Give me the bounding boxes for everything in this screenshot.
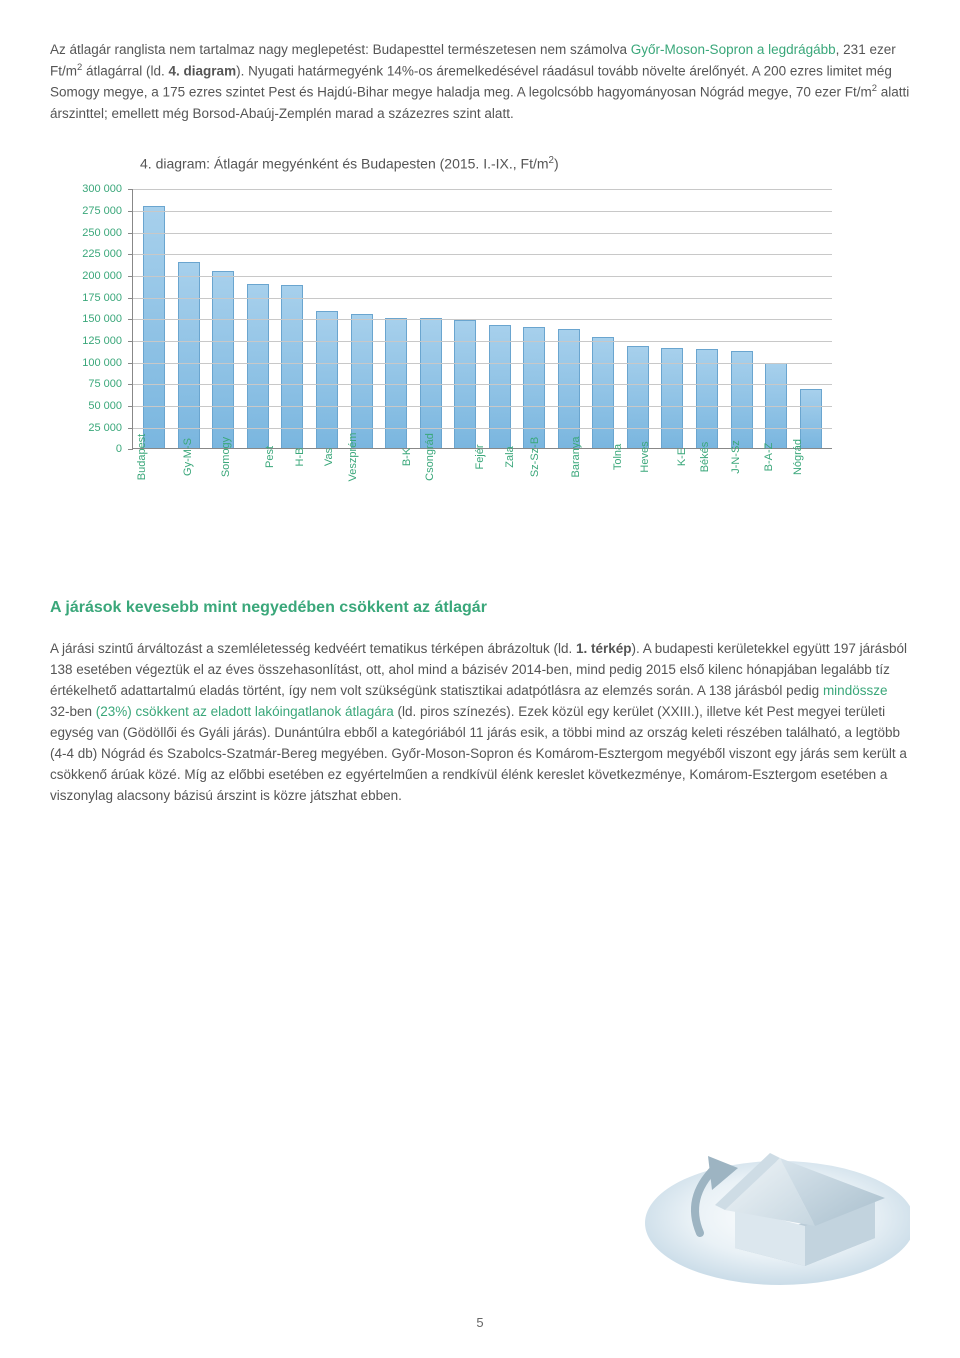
p2-h1: mindössze: [823, 683, 888, 698]
intro-paragraph: Az átlagár ranglista nem tartalmaz nagy …: [50, 40, 910, 125]
gridline: [133, 189, 832, 190]
x-label: Békés: [699, 453, 730, 465]
bar: [281, 285, 303, 448]
section-heading: A járások kevesebb mint negyedében csökk…: [50, 599, 910, 617]
y-tick-label: 150 000: [82, 313, 122, 325]
y-tick-label: 275 000: [82, 205, 122, 217]
p1-h1: Győr-Moson-Sopron a legdrágább: [631, 42, 836, 57]
y-tick-label: 0: [116, 443, 122, 455]
y-tickmark: [128, 363, 133, 364]
gridline: [133, 254, 832, 255]
x-label: J-N-Sz: [730, 453, 764, 465]
chart-title-post: ): [554, 155, 559, 171]
x-label: Somogy: [220, 453, 260, 465]
x-label: Zala: [501, 453, 530, 465]
house-illustration: [630, 1098, 910, 1288]
chart-title: 4. diagram: Átlagár megyénként és Budape…: [140, 155, 910, 172]
y-tickmark: [128, 189, 133, 190]
y-tick-label: 250 000: [82, 227, 122, 239]
x-label: H-B: [289, 453, 318, 465]
y-axis: 300 000275 000250 000225 000200 000175 0…: [50, 189, 128, 449]
bar: [592, 337, 614, 448]
bar-chart: 300 000275 000250 000225 000200 000175 0…: [50, 189, 840, 549]
x-label: Pest: [261, 453, 290, 465]
y-tickmark: [128, 319, 133, 320]
p2-t3: 32-ben: [50, 704, 96, 719]
y-tick-label: 25 000: [88, 422, 122, 434]
x-label: Csongrád: [424, 453, 472, 465]
x-label: Budapest: [136, 453, 182, 465]
bar: [385, 318, 407, 448]
y-tickmark: [128, 298, 133, 299]
y-tickmark: [128, 341, 133, 342]
gridline: [133, 406, 832, 407]
body-paragraph: A járási szintű árváltozást a szemlélete…: [50, 639, 910, 806]
y-tickmark: [128, 384, 133, 385]
y-tick-label: 175 000: [82, 292, 122, 304]
bar: [143, 206, 165, 449]
p1-t3: átlagárral (ld.: [82, 63, 168, 78]
gridline: [133, 298, 832, 299]
plot-area: [132, 189, 832, 449]
gridline: [133, 211, 832, 212]
bar: [489, 325, 511, 448]
y-tick-label: 100 000: [82, 357, 122, 369]
bar: [178, 262, 200, 448]
page-number: 5: [0, 1315, 960, 1330]
x-label: Gy-M-S: [182, 453, 220, 465]
y-tickmark: [128, 233, 133, 234]
x-label: Heves: [639, 453, 670, 465]
bar: [731, 351, 753, 448]
x-label: Baranya: [570, 453, 611, 465]
x-label: Fejér: [472, 453, 501, 465]
y-tickmark: [128, 449, 133, 450]
gridline: [133, 276, 832, 277]
y-tickmark: [128, 211, 133, 212]
bar: [247, 284, 269, 449]
bar: [420, 318, 442, 448]
y-tick-label: 75 000: [88, 378, 122, 390]
x-label: B-A-Z: [763, 453, 792, 465]
y-tickmark: [128, 254, 133, 255]
bar: [558, 329, 580, 449]
x-label: Sz-Sz-B: [529, 453, 569, 465]
y-tickmark: [128, 406, 133, 407]
x-label: Tolna: [611, 453, 640, 465]
bar: [627, 346, 649, 448]
y-tick-label: 50 000: [88, 400, 122, 412]
bar: [523, 327, 545, 448]
x-label: Vas: [318, 453, 347, 465]
gridline: [133, 384, 832, 385]
x-label: Veszprém: [347, 453, 396, 465]
p2-b1: 1. térkép: [576, 641, 632, 656]
gridline: [133, 341, 832, 342]
y-tick-label: 125 000: [82, 335, 122, 347]
y-tick-label: 300 000: [82, 183, 122, 195]
p2-h2: (23%) csökkent az eladott lakóingatlanok…: [96, 704, 394, 719]
x-axis-labels: BudapestGy-M-SSomogyPestH-BVasVeszprémB-…: [132, 453, 832, 465]
gridline: [133, 428, 832, 429]
y-tick-label: 225 000: [82, 248, 122, 260]
p1-t1: Az átlagár ranglista nem tartalmaz nagy …: [50, 42, 631, 57]
x-label: B-K: [396, 453, 425, 465]
gridline: [133, 233, 832, 234]
y-tickmark: [128, 276, 133, 277]
x-label: K-E: [670, 453, 699, 465]
chart-title-pre: 4. diagram: Átlagár megyénként és Budape…: [140, 155, 549, 171]
gridline: [133, 363, 832, 364]
x-label: Nógrád: [792, 453, 828, 465]
y-tickmark: [128, 428, 133, 429]
y-tick-label: 200 000: [82, 270, 122, 282]
p1-b1: 4. diagram: [169, 63, 237, 78]
gridline: [133, 319, 832, 320]
p2-t1: A járási szintű árváltozást a szemlélete…: [50, 641, 576, 656]
